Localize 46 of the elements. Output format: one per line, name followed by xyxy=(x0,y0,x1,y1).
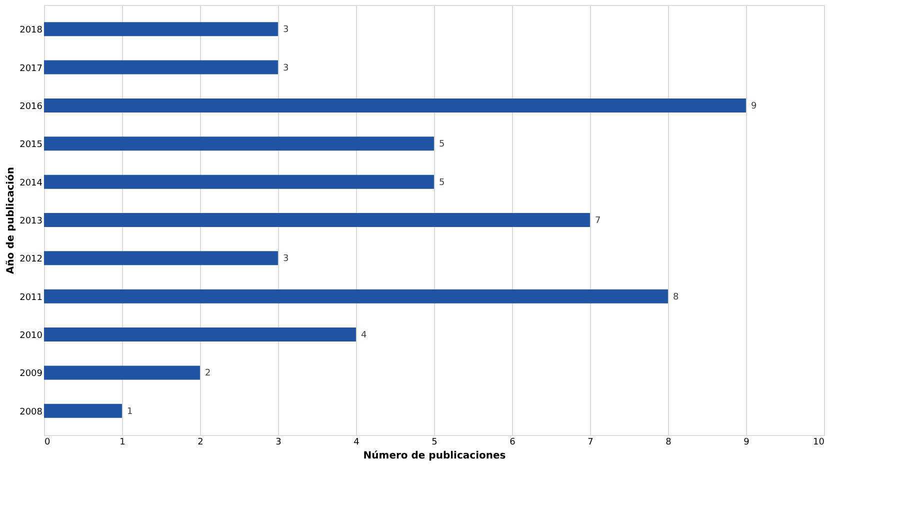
data-label: 3 xyxy=(283,25,289,36)
bar xyxy=(44,60,278,74)
data-label: 5 xyxy=(439,140,445,150)
bar xyxy=(44,289,668,304)
y-tick-label: 2015 xyxy=(20,140,42,150)
bar xyxy=(44,98,746,112)
y-tick-label: 2009 xyxy=(20,369,43,380)
bar xyxy=(44,213,590,227)
y-tick-label: 2016 xyxy=(20,102,43,112)
data-label: 9 xyxy=(751,101,757,112)
y-tick-label: 2011 xyxy=(20,292,42,303)
x-tick-label: 4 xyxy=(354,438,360,448)
data-label: 5 xyxy=(439,178,445,188)
x-tick-label: 7 xyxy=(588,438,594,448)
bar xyxy=(44,174,434,189)
y-tick-label: 2014 xyxy=(20,178,43,188)
data-label: 1 xyxy=(127,406,133,417)
bar xyxy=(44,366,200,380)
x-tick-label: 6 xyxy=(510,438,516,448)
bar xyxy=(44,328,356,342)
y-tick-label: 2010 xyxy=(20,331,43,342)
x-axis-title: Número de publicaciones xyxy=(363,450,506,462)
x-tick-label: 5 xyxy=(432,438,438,448)
y-tick-label: 2018 xyxy=(20,26,43,36)
data-label: 7 xyxy=(595,216,601,226)
data-label: 3 xyxy=(283,63,289,74)
x-tick-label: 8 xyxy=(666,438,672,448)
x-tick-label: 3 xyxy=(276,438,282,448)
x-tick-label: 1 xyxy=(120,438,126,448)
bar xyxy=(44,22,278,36)
y-tick-label: 2013 xyxy=(20,216,42,226)
y-tick-label: 2008 xyxy=(20,407,43,418)
x-tick-label: 9 xyxy=(744,438,750,448)
data-label: 2 xyxy=(205,368,211,379)
bar xyxy=(44,404,122,418)
y-tick-label: 2012 xyxy=(20,254,42,265)
bar xyxy=(44,136,434,151)
data-label: 3 xyxy=(283,254,289,264)
x-tick-label: 2 xyxy=(198,438,204,448)
y-tick-label: 2017 xyxy=(20,64,42,74)
bar xyxy=(44,251,278,266)
data-label: 4 xyxy=(361,330,367,341)
y-axis-title: Año de publicación xyxy=(6,167,17,274)
x-tick-label: 10 xyxy=(813,438,825,448)
x-tick-label: 0 xyxy=(44,438,50,448)
data-label: 8 xyxy=(673,292,679,302)
